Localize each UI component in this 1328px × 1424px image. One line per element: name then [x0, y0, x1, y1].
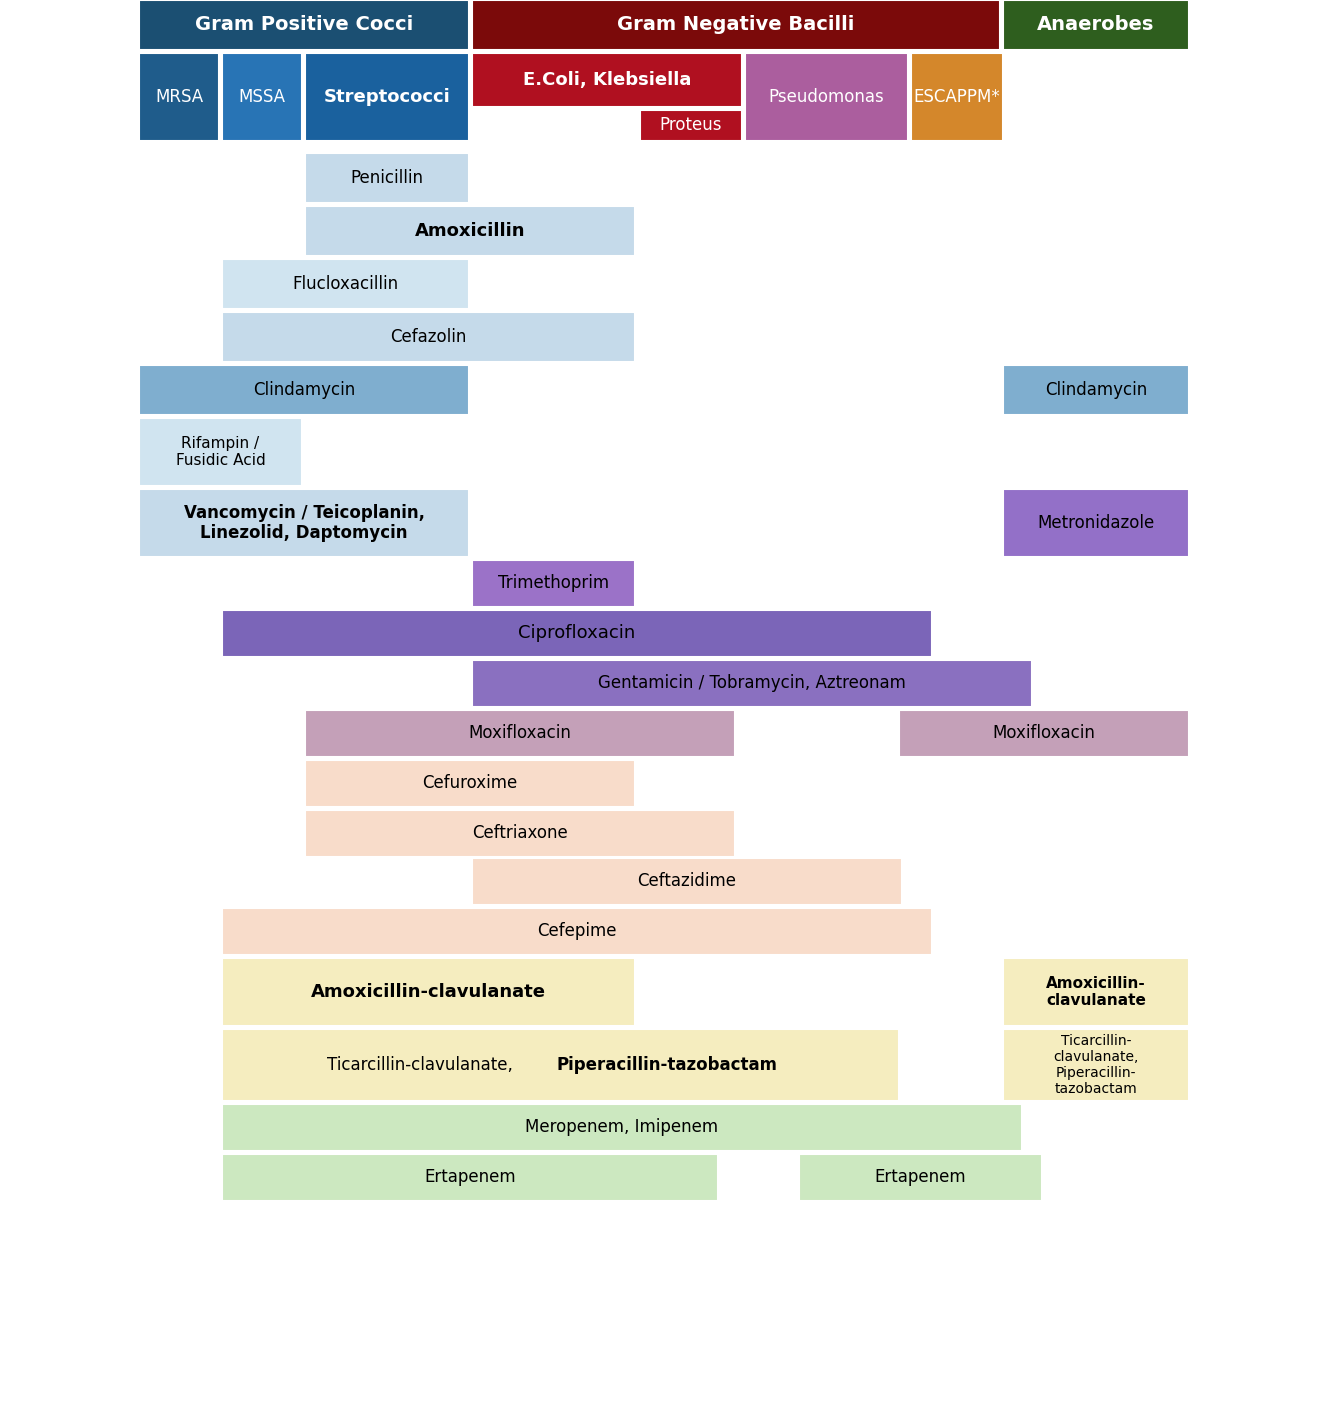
Text: Amoxicillin-clavulanate: Amoxicillin-clavulanate [311, 983, 546, 1001]
Text: Ertapenem: Ertapenem [875, 1169, 967, 1186]
Bar [745, 53, 908, 141]
Text: Rifampin /
Fusidic Acid: Rifampin / Fusidic Acid [175, 436, 266, 468]
Bar [471, 859, 902, 906]
Bar [1003, 488, 1189, 557]
Text: Metronidazole: Metronidazole [1037, 514, 1154, 533]
Text: Ticarcillin-
clavulanate,
Piperacillin-
tazobactam: Ticarcillin- clavulanate, Piperacillin- … [1053, 1034, 1138, 1096]
Text: Cefuroxime: Cefuroxime [422, 775, 518, 793]
Bar [471, 0, 1000, 50]
Text: Clindamycin: Clindamycin [1045, 382, 1147, 399]
Bar [222, 958, 635, 1027]
Text: E.Coli, Klebsiella: E.Coli, Klebsiella [523, 71, 691, 88]
Text: Clindamycin: Clindamycin [252, 382, 355, 399]
Text: Trimethoprim: Trimethoprim [498, 574, 610, 592]
Text: Ertapenem: Ertapenem [424, 1169, 515, 1186]
Bar [1003, 958, 1189, 1027]
Bar [222, 909, 932, 956]
Bar [139, 419, 301, 486]
Bar [222, 1030, 899, 1101]
Text: Proteus: Proteus [660, 117, 722, 134]
Text: Pseudomonas: Pseudomonas [769, 88, 884, 105]
Text: ESCAPPM*: ESCAPPM* [914, 88, 1000, 105]
Bar [305, 810, 734, 857]
Text: Piperacillin-tazobactam: Piperacillin-tazobactam [556, 1057, 777, 1074]
Bar [911, 53, 1003, 141]
Bar [899, 711, 1189, 758]
Bar [471, 53, 742, 107]
Text: MRSA: MRSA [155, 88, 203, 105]
Bar [222, 312, 635, 362]
Bar [139, 0, 469, 50]
Bar [640, 110, 742, 141]
Text: Penicillin: Penicillin [351, 169, 424, 187]
Text: Amoxicillin: Amoxicillin [414, 222, 526, 241]
Bar [799, 1153, 1042, 1200]
Bar [222, 259, 469, 309]
Text: Streptococci: Streptococci [324, 88, 450, 105]
Bar [222, 1153, 718, 1200]
Text: Vancomycin / Teicoplanin,
Linezolid, Daptomycin: Vancomycin / Teicoplanin, Linezolid, Dap… [183, 504, 425, 543]
Text: Anaerobes: Anaerobes [1037, 16, 1154, 34]
Text: Gram Negative Bacilli: Gram Negative Bacilli [618, 16, 855, 34]
Text: Meropenem, Imipenem: Meropenem, Imipenem [526, 1118, 718, 1136]
Bar [222, 53, 301, 141]
Text: Ceftriaxone: Ceftriaxone [473, 824, 568, 843]
Bar [222, 609, 932, 656]
Bar [471, 659, 1032, 706]
Text: Flucloxacillin: Flucloxacillin [292, 275, 398, 293]
Bar [305, 760, 635, 807]
Bar [139, 365, 469, 414]
Text: Ciprofloxacin: Ciprofloxacin [518, 625, 636, 642]
Bar [305, 711, 734, 758]
Text: Ceftazidime: Ceftazidime [637, 873, 737, 890]
Text: Amoxicillin-
clavulanate: Amoxicillin- clavulanate [1046, 975, 1146, 1008]
Text: Gentamicin / Tobramycin, Aztreonam: Gentamicin / Tobramycin, Aztreonam [598, 675, 906, 692]
Bar [471, 560, 635, 607]
Bar [139, 53, 219, 141]
Text: Gram Positive Cocci: Gram Positive Cocci [195, 16, 413, 34]
Bar [305, 206, 635, 256]
Bar [305, 53, 469, 141]
Bar [1003, 0, 1189, 50]
Bar [1003, 1030, 1189, 1101]
Text: Moxifloxacin: Moxifloxacin [992, 725, 1096, 742]
Text: Moxifloxacin: Moxifloxacin [469, 725, 571, 742]
Text: Cefazolin: Cefazolin [390, 328, 466, 346]
Text: Ticarcillin-clavulanate,: Ticarcillin-clavulanate, [327, 1057, 518, 1074]
Text: MSSA: MSSA [239, 88, 286, 105]
Bar [139, 488, 469, 557]
Bar [222, 1104, 1023, 1151]
Text: Cefepime: Cefepime [538, 923, 616, 940]
Bar [305, 152, 469, 204]
Bar [1003, 365, 1189, 414]
